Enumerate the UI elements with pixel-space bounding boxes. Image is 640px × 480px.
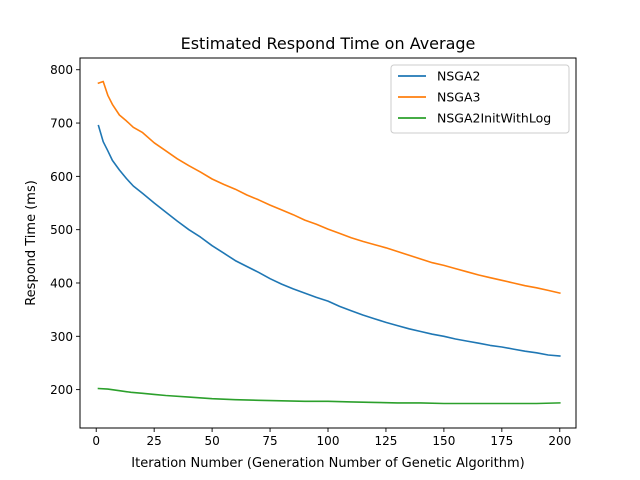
series-layer [97,80,561,405]
series-line-nsga3 [97,80,561,295]
y-tick-label: 600 [50,170,73,184]
x-axis-ticks: 0 25 50 75 100 125 150 175 200 [92,428,571,448]
y-axis-ticks: 200 300 400 500 600 700 800 [50,63,80,397]
x-tick-label: 125 [374,434,397,448]
x-tick-label: 100 [317,434,340,448]
series-line-nsga2initwithlog [97,387,561,405]
x-tick-label: 150 [432,434,455,448]
x-tick-label: 75 [262,434,277,448]
chart-title: Estimated Respond Time on Average [181,34,476,53]
legend-items: NSGA2 NSGA3 NSGA2InitWithLog [398,69,551,126]
y-tick-label: 300 [50,330,73,344]
series-line-nsga2 [97,124,561,357]
y-axis-label: Respond Time (ms) [24,180,39,306]
x-tick-label: 25 [147,434,162,448]
x-tick-label: 175 [490,434,513,448]
y-tick-label: 500 [50,223,73,237]
x-tick-label: 0 [92,434,100,448]
y-tick-label: 200 [50,383,73,397]
y-tick-label: 400 [50,276,73,290]
plot-area: 0 25 50 75 100 125 150 175 200 200 300 400 500 600 70… [50,57,577,448]
legend-label-nsga2: NSGA2 [437,69,480,84]
y-tick-label: 800 [50,63,73,77]
y-tick-label: 700 [50,117,73,131]
legend: NSGA2 NSGA3 NSGA2InitWithLog [390,64,570,134]
x-axis-label: Iteration Number (Generation Number of G… [131,456,524,471]
x-tick-label: 50 [204,434,219,448]
legend-label-nsga3: NSGA3 [437,90,480,105]
x-tick-label: 200 [548,434,571,448]
legend-label-nsga2initwithlog: NSGA2InitWithLog [437,111,551,126]
legend-box [390,64,570,134]
